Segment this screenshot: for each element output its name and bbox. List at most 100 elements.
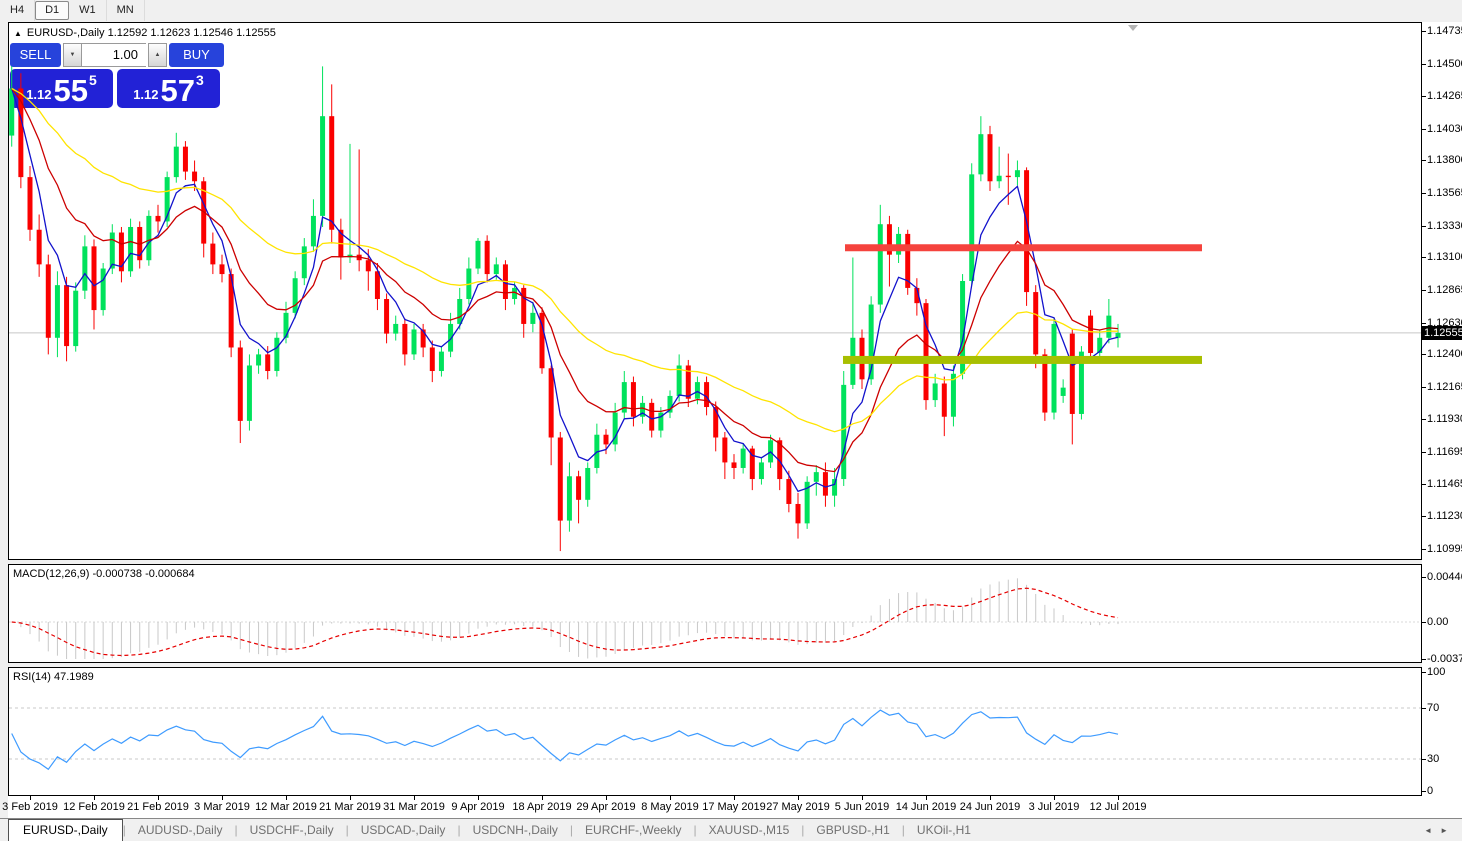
macd-label: MACD(12,26,9) -0.000738 -0.000684 [13,568,195,580]
price-axis-label: 1.11230 [1427,510,1462,522]
chart-tab-gbpusd-h1[interactable]: GBPUSD-,H1 [816,823,890,837]
macd-axis-label-tick [1422,659,1426,660]
price-axis-label-tick [1422,64,1426,65]
chart-shift-marker-icon [1128,25,1138,31]
date-tick [1054,796,1055,800]
price-axis-label: 1.14265 [1427,90,1462,102]
tab-scroll-arrows[interactable]: ◄► [1424,826,1456,835]
date-label: 17 May 2019 [702,801,766,813]
price-axis-label-tick [1422,290,1426,291]
date-tick [1118,796,1119,800]
date-tick [30,796,31,800]
date-label: 21 Mar 2019 [319,801,381,813]
resistance-line[interactable] [845,244,1202,252]
price-axis-label-tick [1422,387,1426,388]
price-axis[interactable] [1422,22,1462,796]
price-axis-label: 1.14030 [1427,123,1462,135]
price-axis-label-tick [1422,549,1426,550]
one-click-trading-panel: SELL ▼ 1.00 ▲ BUY 1.12 55 5 1.12 57 3 [10,43,228,108]
chart-tab-ukoil-h1[interactable]: UKOil-,H1 [916,823,971,837]
date-label: 9 Apr 2019 [451,801,505,813]
price-chart-panel[interactable] [8,22,1422,560]
timeframe-button-mn[interactable]: MN [107,0,145,21]
sell-button[interactable]: SELL [10,43,61,67]
tab-separator: | [801,823,805,837]
timeframe-button-d1[interactable]: D1 [35,1,70,20]
tab-separator: | [693,823,697,837]
tab-scroll-right-icon[interactable]: ► [1440,826,1456,835]
tab-separator: | [569,823,574,837]
date-tick [734,796,735,800]
collapse-icon[interactable]: ▲ [14,29,22,38]
tab-separator: | [457,823,461,837]
buy-price-big: 57 [160,73,195,108]
macd-axis-label-tick [1422,577,1426,578]
chart-tab-usdchf-daily[interactable]: USDCHF-,Daily [249,823,334,837]
chart-title: ▲ EURUSD-,Daily 1.12592 1.12623 1.12546 1… [14,27,276,39]
macd-canvas[interactable] [9,565,1421,662]
price-axis-label: 1.11930 [1427,413,1462,425]
date-tick [478,796,479,800]
price-axis-label-tick [1422,31,1426,32]
price-chart-canvas[interactable] [9,23,1421,559]
price-axis-label-tick [1422,323,1426,324]
price-axis-label: 1.11695 [1427,446,1462,458]
timeframe-button-h4[interactable]: H4 [0,0,36,21]
rsi-axis-label: 0 [1427,785,1434,797]
price-axis-label-tick [1422,96,1426,97]
date-label: 14 Jun 2019 [895,801,957,813]
chevron-up-icon: ▲ [154,52,161,58]
rsi-panel[interactable] [8,667,1422,796]
chart-tab-xauusd-m15[interactable]: XAUUSD-,M15 [708,823,790,837]
tab-separator: | [122,823,126,837]
chart-tab-eurusd-daily[interactable]: EURUSD-,Daily [8,819,123,841]
support-line[interactable] [843,355,1202,364]
price-axis-label-tick [1422,160,1426,161]
date-label: 8 May 2019 [641,801,699,813]
macd-axis-label: 0.004465 [1427,571,1462,583]
price-axis-label: 1.10995 [1427,543,1462,555]
chart-tab-usdcad-daily[interactable]: USDCAD-,Daily [360,823,446,837]
price-axis-label-tick [1422,226,1426,227]
rsi-axis-label: 30 [1427,753,1440,765]
volume-decrease-button[interactable]: ▼ [63,43,82,67]
rsi-label: RSI(14) 47.1989 [13,671,94,683]
tab-scroll-left-icon[interactable]: ◄ [1424,826,1441,835]
chevron-down-icon: ▼ [69,52,76,58]
tab-separator: | [901,823,905,837]
price-axis-label: 1.12165 [1427,381,1462,393]
date-label: 5 Jun 2019 [834,801,890,813]
date-label: 29 Apr 2019 [576,801,636,813]
price-axis-label-tick [1422,354,1426,355]
rsi-axis-label: 100 [1427,666,1446,678]
timeframe-button-w1[interactable]: W1 [69,0,107,21]
buy-price-pip: 3 [196,72,204,88]
volume-input[interactable]: 1.00 [82,43,146,67]
date-axis[interactable] [8,796,1462,818]
rsi-axis-label-tick [1422,759,1426,760]
date-label: 12 Mar 2019 [255,801,317,813]
buy-price-prefix: 1.12 [133,87,159,102]
price-axis-label-tick [1422,452,1426,453]
sell-quote-panel[interactable]: 1.12 55 5 [10,69,113,108]
price-axis-label: 1.14500 [1427,58,1462,70]
buy-quote-panel[interactable]: 1.12 57 3 [117,69,220,108]
sell-price-pip: 5 [89,72,97,88]
macd-panel[interactable] [8,564,1422,663]
chart-tab-audusd-daily[interactable]: AUDUSD-,Daily [137,823,223,837]
chart-tab-eurchf-weekly[interactable]: EURCHF-,Weekly [585,823,682,837]
volume-increase-button[interactable]: ▲ [148,43,167,67]
buy-button[interactable]: BUY [169,43,224,67]
price-axis-label: 1.12630 [1427,317,1462,329]
date-tick [606,796,607,800]
price-axis-label: 1.13800 [1427,154,1462,166]
macd-axis-label-tick [1422,622,1426,623]
price-axis-label: 1.13330 [1427,220,1462,232]
chart-tab-usdcnh-daily[interactable]: USDCNH-,Daily [472,823,558,837]
timeframe-toolbar: H4 D1 W1 MN [0,0,1462,22]
rsi-canvas[interactable] [9,668,1421,795]
rsi-axis-label-tick [1422,708,1426,709]
current-price-tag: 1.12555 [1422,325,1462,340]
symbol-period-label: EURUSD-,Daily [26,27,105,39]
macd-axis-label: -0.003715 [1427,653,1462,665]
